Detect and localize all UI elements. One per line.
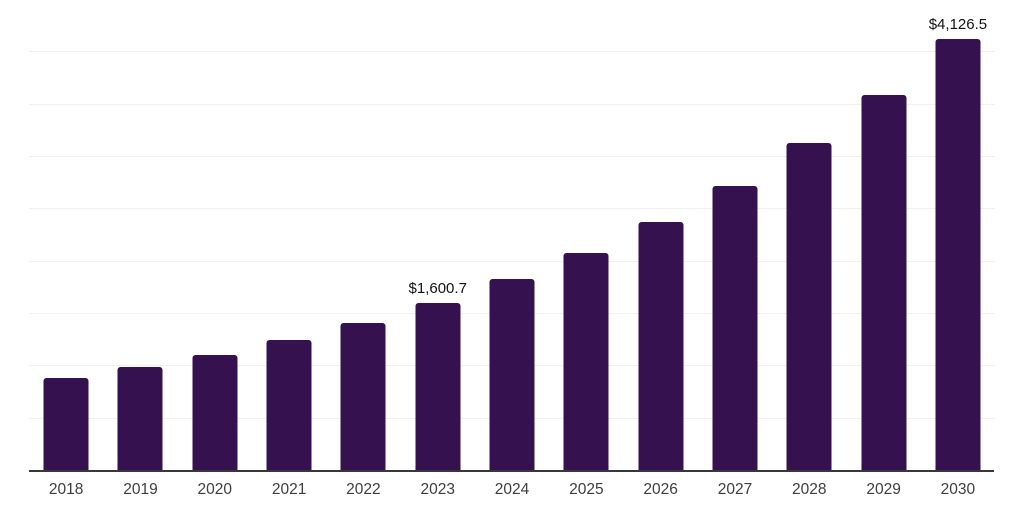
bar-2028 [786,142,832,471]
bar-slot-2022 [326,0,400,471]
gridline-2000 [29,260,995,262]
x-tick-2025: 2025 [569,481,604,498]
gridline-4000 [29,51,995,53]
bar-2018 [43,378,89,471]
x-tick-2021: 2021 [271,481,307,498]
x-axis-line [29,470,994,472]
x-tick-2030: 2030 [940,481,976,498]
bar-2025 [563,252,609,471]
bar-slot-2026 [624,0,698,471]
data-label-2030: $4,126.5 [928,16,988,34]
bar-slot-2021 [252,0,326,471]
bar-slot-2020 [178,0,252,471]
bar-2019 [117,367,163,471]
bars-layer: $1,600.7 $4,126.5 [29,0,995,471]
bar-2030 [935,39,981,471]
bar-slot-2025 [549,0,623,471]
bar-slot-2018 [29,0,103,471]
x-tick-2024: 2024 [494,481,530,498]
bar-2021 [266,340,312,471]
bar-slot-2023: $1,600.7 [401,0,475,471]
x-tick-2028: 2028 [792,481,827,498]
gridline-3500 [29,103,995,105]
bar-2022 [340,322,386,471]
gridline-2500 [29,208,995,210]
x-tick-2029: 2029 [866,481,901,498]
x-tick-2026: 2026 [643,481,678,498]
bar-2027 [712,186,758,471]
gridline-3000 [29,156,995,157]
x-tick-2027: 2027 [717,481,753,498]
x-axis-tick-labels: 2018 2019 2020 2021 2022 2023 2024 2025 2026 2027… [29,479,995,501]
bar-slot-2030: $4,126.5 [921,0,995,471]
x-tick-2018: 2018 [48,481,84,498]
x-tick-2023: 2023 [420,481,455,498]
data-label-2023: $1,600.7 [408,280,467,298]
plot-area: $1,600.7 $4,126.5 [29,0,995,472]
x-tick-2019: 2019 [123,481,158,498]
x-tick-2022: 2022 [346,481,381,498]
bar-slot-2024 [475,0,549,471]
bar-2024 [489,279,535,471]
bar-slot-2028 [772,0,846,471]
bar-slot-2019 [103,0,177,471]
bar-2026 [638,221,684,471]
bar-2023 [415,303,461,471]
x-tick-2020: 2020 [197,481,233,498]
bar-2029 [861,95,907,471]
bar-slot-2029 [846,0,920,471]
bar-2020 [192,354,238,471]
bar-slot-2027 [698,0,772,471]
